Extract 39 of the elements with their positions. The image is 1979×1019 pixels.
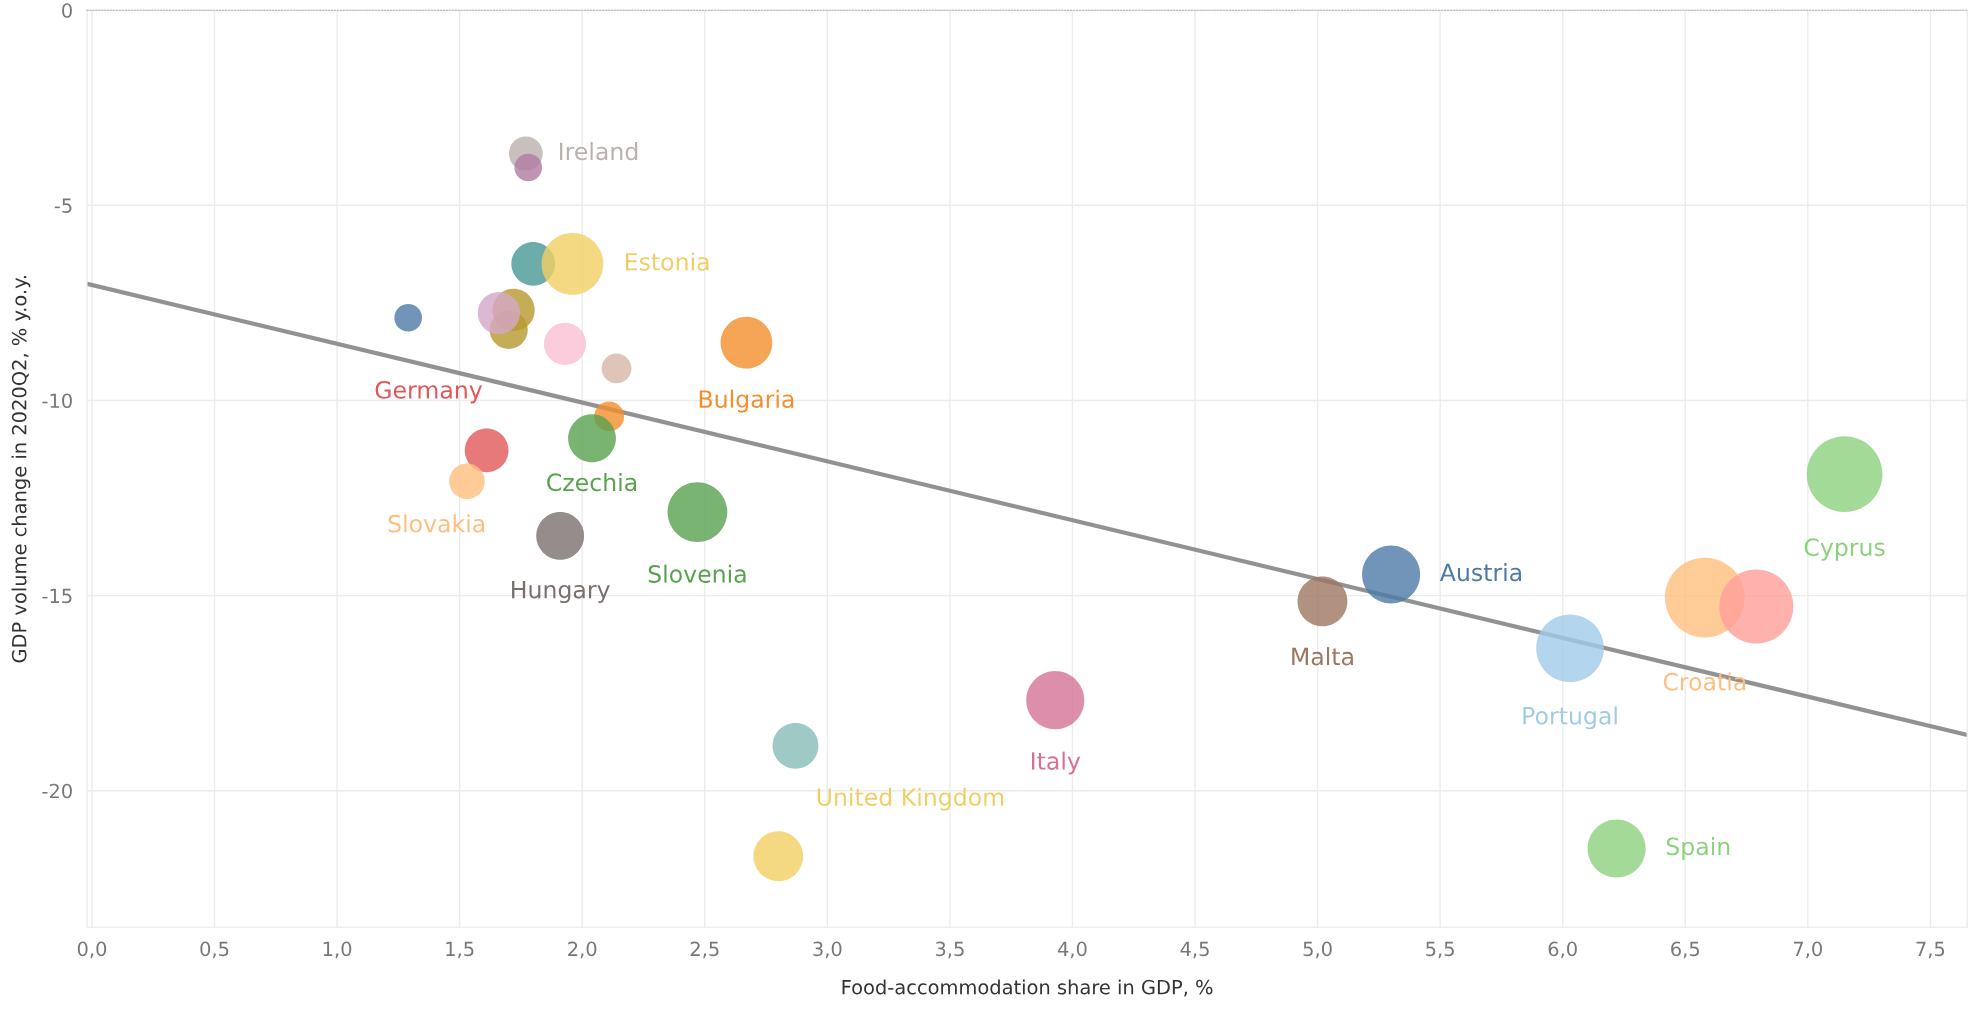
x-tick-label: 0,0 — [77, 941, 107, 959]
x-tick-label: 1,5 — [446, 941, 474, 959]
x-tick-label: 4,0 — [1057, 941, 1087, 959]
series-label: Croatia — [1663, 672, 1746, 691]
y-tick-label: 0 — [62, 3, 72, 18]
series-label: Malta — [1292, 647, 1353, 666]
series-label: Austria — [1439, 563, 1522, 582]
x-tick-label: 3,5 — [935, 941, 964, 959]
series-label: Estonia — [625, 252, 709, 271]
series-label: Slovakia — [388, 514, 485, 533]
x-tick-label: 2,5 — [690, 941, 719, 959]
x-tick-label: 7,5 — [1916, 941, 1945, 959]
series-label: Portugal — [1523, 706, 1617, 730]
series-label: Ireland — [560, 141, 638, 161]
series-label: Spain — [1666, 837, 1730, 860]
series-label: United Kingdom — [817, 787, 1004, 811]
x-axis-title: Food-accommodation share in GDP, % — [842, 979, 1213, 997]
x-tick-label: 5,0 — [1303, 941, 1332, 959]
series-label: Cyprus — [1804, 538, 1885, 561]
series-label: Italy — [1031, 751, 1081, 775]
series-label: Czechia — [547, 472, 637, 492]
x-tick-label: 0,5 — [200, 941, 229, 959]
y-tick-label: -5 — [54, 198, 72, 213]
x-tick-label: 5,5 — [1426, 941, 1454, 959]
x-tick-label: 4,5 — [1180, 941, 1209, 959]
series-label: Hungary — [512, 580, 610, 604]
x-tick-label: 7,0 — [1793, 941, 1822, 959]
x-tick-label: 3,0 — [813, 941, 842, 959]
y-tick-label: -10 — [42, 393, 72, 409]
y-tick-label: -15 — [42, 588, 72, 604]
y-axis-title: GDP volume change in 2020Q2, % y.o.y. — [11, 276, 31, 663]
x-tick-label: 1,0 — [323, 941, 352, 959]
x-tick-label: 2,0 — [568, 941, 597, 959]
y-tick-label: -20 — [42, 783, 72, 799]
series-label: Germany — [375, 380, 483, 404]
series-label: Slovenia — [648, 564, 746, 583]
x-tick-label: 6,0 — [1548, 941, 1577, 959]
series-label: Bulgaria — [699, 389, 794, 413]
x-tick-label: 6,5 — [1671, 941, 1699, 959]
